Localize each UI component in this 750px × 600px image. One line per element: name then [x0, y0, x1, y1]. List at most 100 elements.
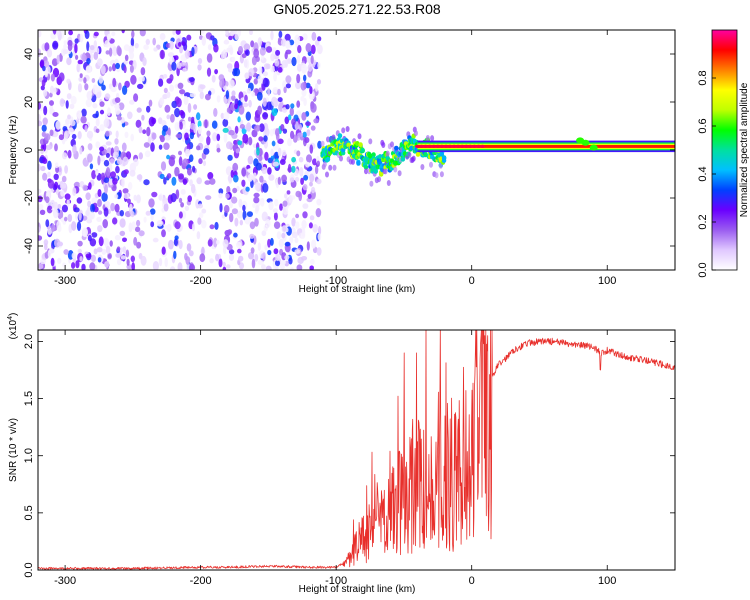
- spectrogram-cell: [332, 164, 337, 171]
- spectrogram-cell: [67, 114, 71, 120]
- spectrogram-cell: [310, 125, 316, 131]
- spectrogram-cell: [364, 168, 368, 175]
- spectrogram-cell: [188, 250, 194, 257]
- snr-x-tick-label: 0: [469, 575, 475, 587]
- spectrogram-cell: [223, 133, 228, 143]
- spectrogram-cell: [295, 176, 300, 182]
- spectrogram-cell: [103, 177, 110, 183]
- spectrogram-cell: [141, 76, 145, 82]
- spectrogram-cell: [116, 45, 121, 56]
- spectrogram-cell: [180, 202, 185, 208]
- spectrogram-cell: [43, 89, 48, 97]
- spectrogram-cell: [285, 49, 292, 55]
- spectrogram-cell: [213, 43, 219, 53]
- spectrogram-cell: [64, 165, 68, 174]
- spectrogram-cell: [68, 127, 74, 135]
- spectrogram-cell: [121, 142, 127, 152]
- spectrogram-cell: [105, 153, 110, 158]
- spectrogram-y-tick-label: 0: [23, 147, 35, 153]
- spectrogram-cell: [429, 161, 433, 168]
- spectrogram-cell: [415, 144, 420, 148]
- spectrogram-cell: [60, 183, 67, 189]
- spectrogram-cell: [61, 204, 68, 213]
- spectrogram-cell: [93, 248, 98, 255]
- spectrogram-cell: [64, 193, 71, 200]
- spectrogram-cell: [369, 180, 374, 187]
- spectrogram-cell: [300, 82, 306, 91]
- spectrogram-cell: [265, 265, 272, 270]
- spectrogram-cell: [242, 204, 246, 212]
- spectrogram-cell: [173, 238, 178, 246]
- spectrogram-cell: [197, 203, 203, 209]
- spectrogram-cell: [185, 148, 191, 157]
- spectrogram-cell: [301, 112, 307, 121]
- spectrogram-cell: [309, 86, 313, 95]
- spectrogram-cell: [182, 178, 188, 185]
- spectrogram-cell: [257, 75, 262, 84]
- spectrogram-cell: [162, 93, 168, 100]
- spectrogram-cell: [360, 147, 365, 153]
- spectrogram-cell: [294, 237, 299, 244]
- spectrogram-cell: [234, 33, 239, 41]
- spectrogram-cell: [222, 239, 229, 248]
- spectrogram-cell: [59, 98, 65, 107]
- spectrogram-cell: [138, 230, 145, 237]
- spectrogram-cell: [75, 54, 79, 60]
- snr-series-line: [38, 330, 675, 570]
- spectrogram-cell: [262, 252, 266, 262]
- spectrogram-cell: [231, 196, 238, 204]
- spectrogram-cell: [447, 144, 453, 148]
- spectrogram-cell: [71, 133, 77, 140]
- spectrogram-cell: [228, 129, 235, 136]
- spectrogram-cell: [146, 126, 151, 137]
- spectrogram-cell: [198, 135, 204, 143]
- spectrogram-cell: [229, 212, 234, 223]
- spectrogram-cell: [296, 100, 301, 108]
- spectrogram-cell: [233, 174, 239, 183]
- spectrogram-cell: [114, 138, 119, 145]
- spectrogram-cell: [257, 37, 262, 47]
- spectrogram-cell: [219, 78, 225, 89]
- spectrogram-cell: [122, 237, 127, 243]
- spectrogram-cell: [66, 57, 72, 66]
- spectrogram-cell: [314, 39, 320, 46]
- spectrogram-cell: [66, 93, 72, 100]
- spectrogram-cell: [303, 174, 309, 181]
- spectrogram-cell: [145, 38, 150, 46]
- spectrogram-cell: [251, 91, 256, 97]
- spectrogram-cell: [189, 123, 196, 130]
- spectrogram-cell: [156, 220, 163, 227]
- spectrogram-cell: [267, 238, 271, 248]
- spectrogram-cell: [123, 65, 127, 74]
- spectrogram-cell: [237, 248, 242, 254]
- spectrogram-cell: [250, 247, 255, 254]
- spectrogram-cell: [262, 112, 269, 120]
- snr-y-multiplier-close: ): [8, 313, 19, 316]
- spectrogram-cell: [317, 140, 322, 149]
- spectrogram-cell: [180, 189, 186, 195]
- spectrogram-cell: [171, 100, 178, 109]
- spectrogram-cell: [201, 219, 207, 229]
- spectrogram-cell: [116, 258, 122, 266]
- spectrogram-cell: [176, 62, 182, 69]
- spectrogram-cell: [206, 67, 212, 77]
- spectrogram-cell: [283, 86, 287, 94]
- spectrogram-cell: [41, 124, 47, 132]
- spectrogram-cell: [178, 211, 183, 219]
- spectrogram-cell: [166, 173, 172, 179]
- spectrogram-cell: [146, 105, 151, 113]
- spectrogram-cell: [278, 238, 284, 248]
- spectrogram-cell: [108, 178, 114, 186]
- spectrogram-cell: [223, 204, 230, 214]
- spectrogram-cell: [107, 254, 112, 259]
- spectrogram-cell: [281, 149, 287, 157]
- spectrogram-cell: [238, 105, 245, 115]
- spectrogram-cell: [38, 150, 41, 160]
- spectrogram-cell: [196, 112, 201, 121]
- spectrogram-cell: [174, 107, 181, 118]
- spectrogram-x-tick-label: 0: [469, 275, 475, 287]
- spectrogram-cell: [151, 132, 157, 140]
- spectrogram-cell: [434, 172, 439, 179]
- spectrogram-cell: [218, 192, 223, 199]
- spectrogram-cell: [246, 122, 252, 132]
